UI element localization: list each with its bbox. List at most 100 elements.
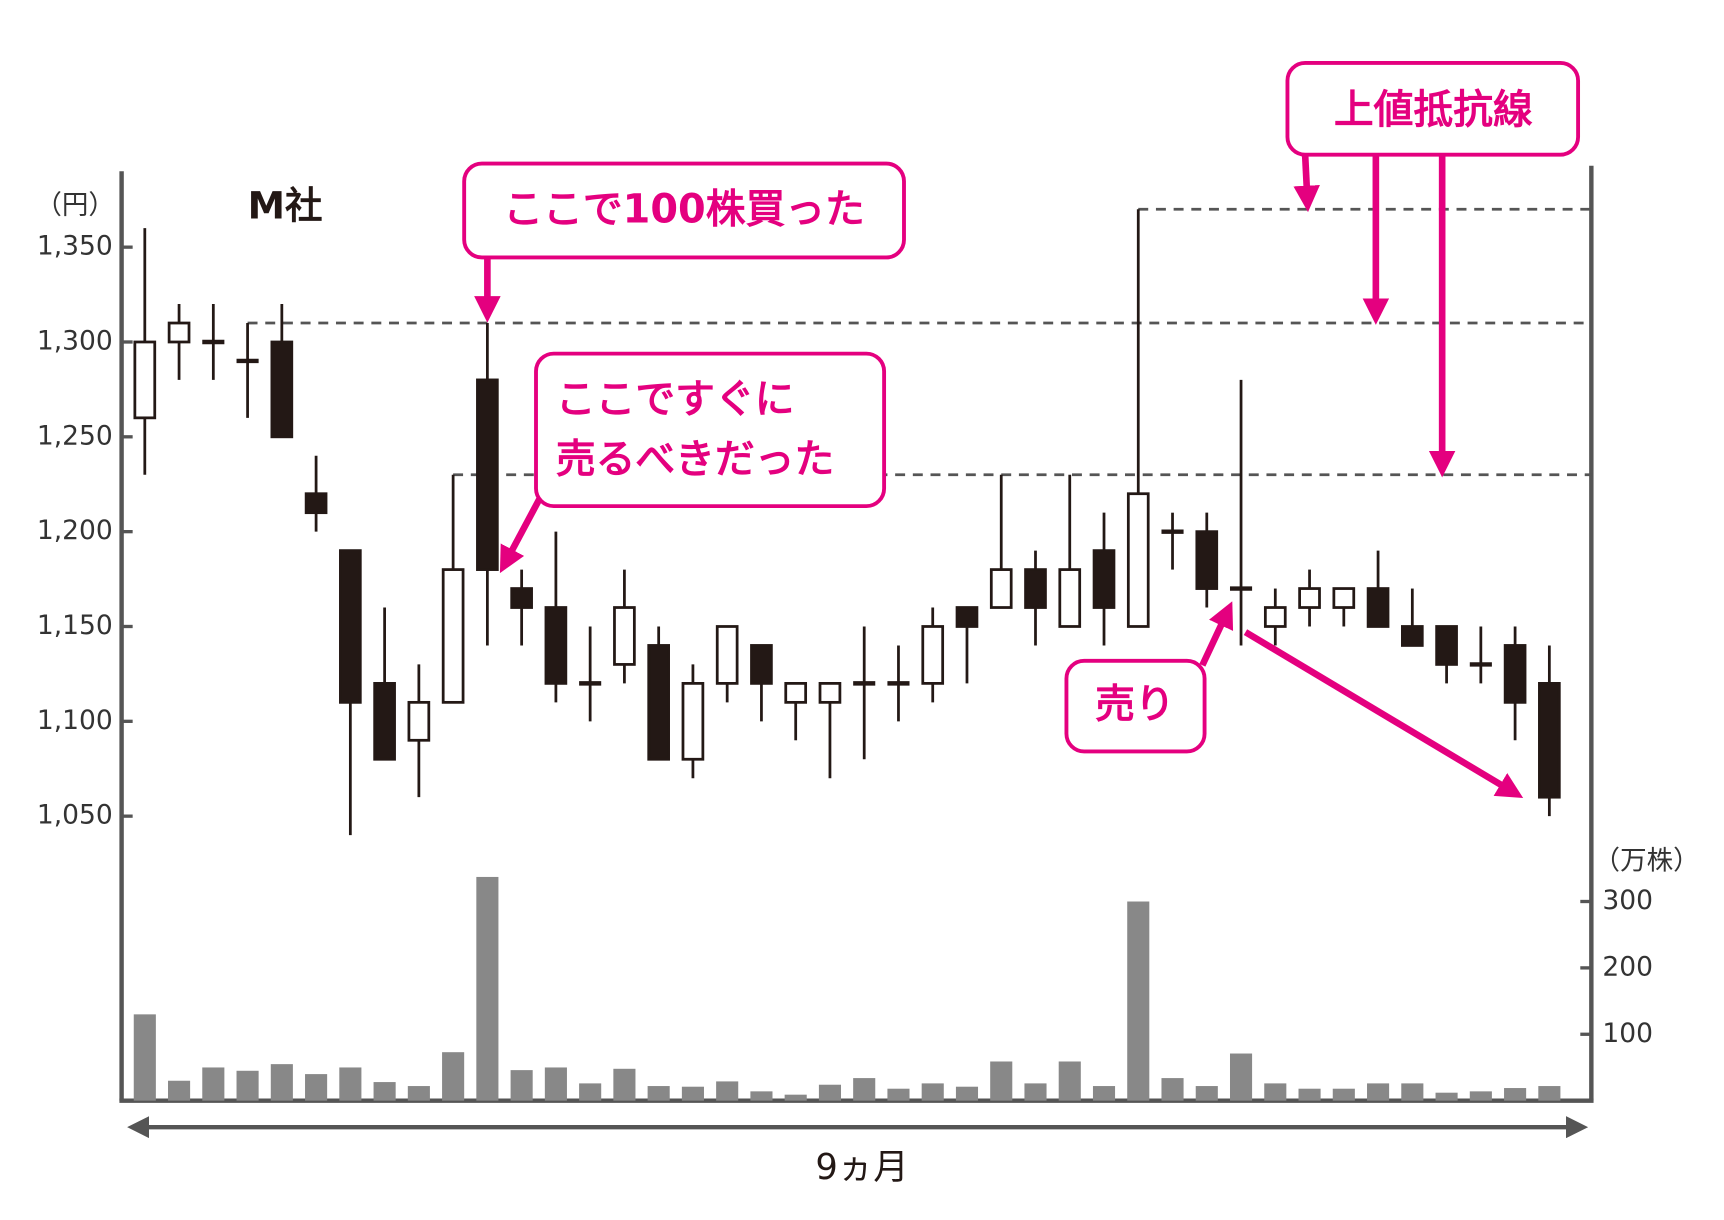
candle-body	[818, 682, 842, 704]
volume-bar	[133, 1014, 156, 1101]
candle-body	[750, 644, 773, 685]
candle-body	[167, 321, 191, 344]
volume-bar	[1332, 1088, 1355, 1101]
volume-bar	[750, 1091, 773, 1101]
callout-text: 売るべきだった	[556, 436, 834, 482]
volume-bar	[1161, 1078, 1184, 1101]
y2-tick-label: 200	[1602, 951, 1653, 982]
candle-body	[133, 340, 157, 420]
candle-body	[1263, 606, 1287, 628]
volume-bar	[784, 1094, 807, 1101]
volume-bar	[647, 1086, 670, 1101]
callout-text: 上値抵抗線	[1334, 87, 1533, 133]
callout-text: ここで100株買った	[503, 187, 864, 233]
candle-body	[476, 378, 499, 571]
candle-body	[407, 700, 431, 742]
y2-unit: （万株）	[1594, 845, 1700, 876]
y-tick-label: 1,050	[37, 800, 113, 831]
arrow	[499, 493, 545, 574]
volume-bar	[613, 1068, 636, 1101]
volume-bar	[1435, 1092, 1458, 1101]
volume-bar	[955, 1086, 979, 1101]
candle-body	[373, 682, 396, 761]
candle-body	[510, 587, 533, 609]
callout-box	[462, 161, 906, 260]
volume-bar	[544, 1067, 567, 1101]
candle-body	[544, 606, 568, 685]
candle-body	[1400, 625, 1424, 647]
candle-body	[1435, 625, 1458, 666]
candle-body	[1092, 549, 1116, 609]
x-label: 9ヵ月	[815, 1147, 908, 1188]
candle-body	[304, 492, 328, 515]
callout-box	[1285, 61, 1581, 157]
volume-bar	[1092, 1086, 1116, 1101]
volume-bar	[510, 1070, 533, 1101]
volume-bar	[1195, 1086, 1218, 1101]
volume-bar	[373, 1082, 396, 1101]
candle-body	[1298, 587, 1321, 609]
annotations: ここで100株買った ここですぐに 売るべきだった 売り 上値抵抗線 9ヵ月	[127, 61, 1589, 1188]
candle-body	[441, 568, 465, 704]
y-tick-label: 1,150	[37, 610, 113, 641]
volume-bar	[579, 1083, 602, 1101]
volume-bar	[1367, 1083, 1390, 1101]
y-tick-label: 1,300	[37, 325, 113, 356]
candle-body	[1024, 568, 1047, 609]
volume-bar	[818, 1084, 842, 1101]
volume-bar	[202, 1067, 225, 1101]
y-unit: （円）	[35, 190, 115, 221]
candle-body	[955, 606, 979, 628]
y-tick-label: 1,100	[37, 705, 113, 736]
candle-body	[1195, 530, 1219, 590]
candle-body	[1126, 492, 1150, 628]
callout-box	[1064, 658, 1207, 754]
candle-body	[1366, 587, 1390, 628]
volume-bar	[442, 1052, 465, 1101]
candle-body	[339, 549, 362, 704]
volume-bar	[305, 1074, 328, 1101]
volume-bar	[1024, 1083, 1047, 1101]
candle-body	[989, 568, 1013, 609]
volume-bar	[407, 1086, 430, 1101]
candle-body	[681, 682, 705, 761]
volume-bar	[1058, 1061, 1081, 1101]
volume-bar	[1469, 1091, 1492, 1101]
volume-bar	[1264, 1083, 1287, 1101]
volume-bar	[716, 1081, 739, 1101]
candle-body	[715, 625, 739, 685]
volume-bar	[339, 1067, 362, 1101]
trend-arrow	[1243, 629, 1524, 799]
callout-text: ここですぐに	[556, 377, 795, 423]
candle-body	[613, 606, 636, 666]
arrow	[1293, 154, 1320, 213]
y2-tick-label: 300	[1602, 885, 1653, 916]
candle-body	[1332, 587, 1356, 609]
callout-box	[534, 351, 887, 509]
volume-bar	[236, 1070, 259, 1101]
y-tick-label: 1,350	[37, 231, 113, 262]
y2-tick-label: 100	[1602, 1018, 1653, 1049]
volume-bar	[853, 1078, 876, 1101]
candle-body	[270, 340, 294, 439]
volume-bar	[990, 1061, 1013, 1101]
callout-text: 売り	[1095, 682, 1175, 728]
volume-bar	[887, 1088, 910, 1101]
volume-bar	[681, 1086, 704, 1101]
volume-bar	[1127, 901, 1150, 1101]
chart-title: M社	[248, 183, 323, 227]
y-tick-label: 1,200	[37, 515, 113, 546]
candle-body	[647, 644, 670, 761]
volume-bar	[1504, 1088, 1527, 1101]
candle-body	[1503, 644, 1527, 704]
volume-bar	[921, 1083, 944, 1101]
volume-bar	[476, 876, 499, 1101]
candle-body	[1538, 682, 1561, 799]
y-tick-label: 1,250	[37, 420, 113, 451]
axes	[119, 165, 1594, 1103]
volume-bar	[168, 1080, 191, 1101]
volume-bar	[270, 1064, 293, 1101]
candle-body	[784, 682, 808, 704]
volume-bar	[1538, 1086, 1561, 1101]
